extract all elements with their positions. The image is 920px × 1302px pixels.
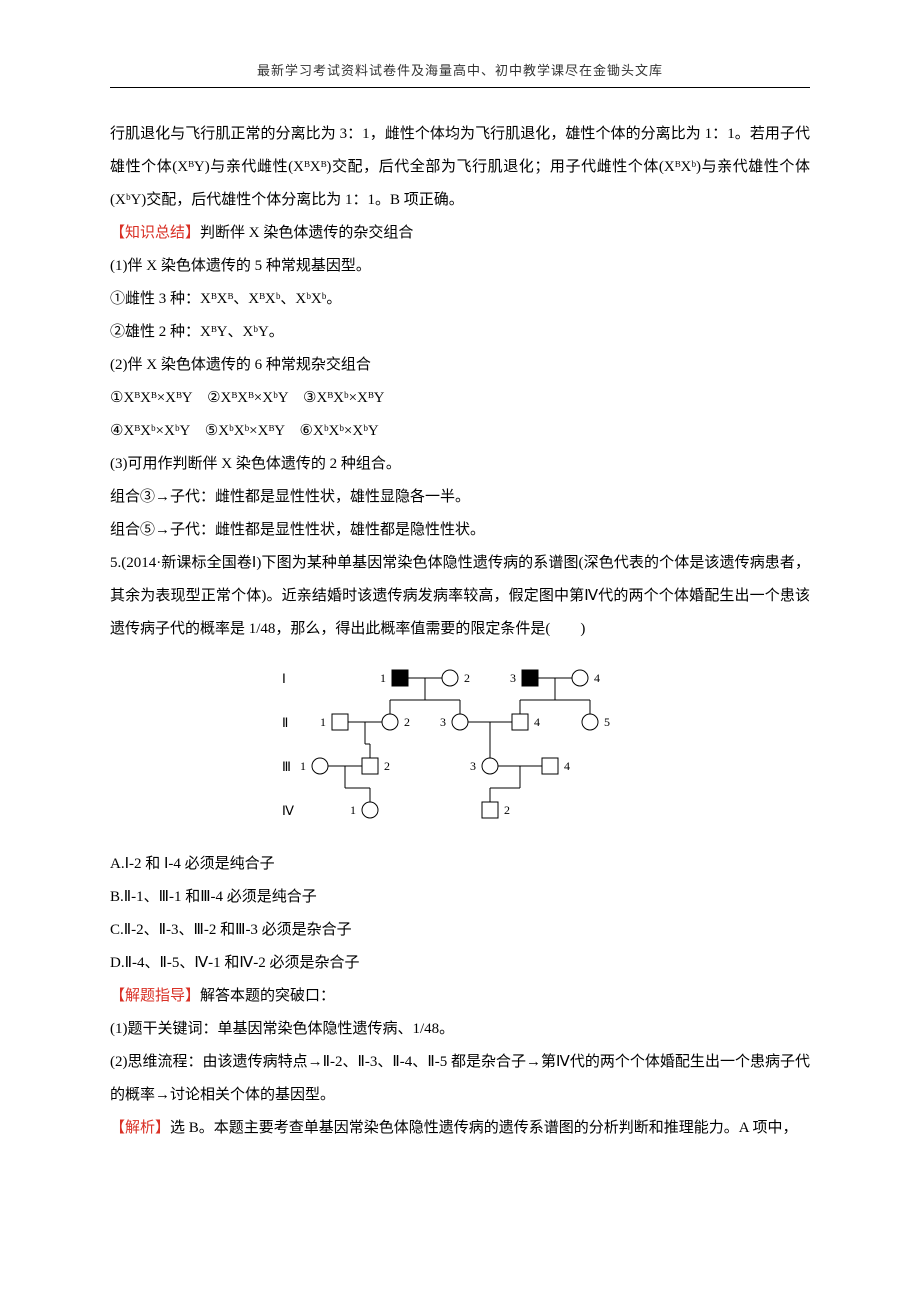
- svg-text:2: 2: [464, 671, 470, 685]
- option-d: D.Ⅱ-4、Ⅱ-5、Ⅳ-1 和Ⅳ-2 必须是杂合子: [110, 947, 810, 980]
- pedigree-diagram: Ⅰ Ⅱ Ⅲ Ⅳ 1 2 3 4 1 2 3 4 5 1 2 3 4 1 2: [110, 660, 810, 830]
- svg-text:1: 1: [320, 715, 326, 729]
- paragraph: ②雄性 2 种：XᴮY、XᵇY。: [110, 316, 810, 349]
- paragraph: (1)题干关键词：单基因常染色体隐性遗传病、1/48。: [110, 1013, 810, 1046]
- svg-text:1: 1: [380, 671, 386, 685]
- svg-text:3: 3: [470, 759, 476, 773]
- option-c: C.Ⅱ-2、Ⅱ-3、Ⅲ-2 和Ⅲ-3 必须是杂合子: [110, 914, 810, 947]
- svg-text:4: 4: [534, 715, 540, 729]
- red-label: 【知识总结】: [110, 225, 200, 241]
- svg-text:2: 2: [404, 715, 410, 729]
- svg-text:3: 3: [510, 671, 516, 685]
- paragraph: (3)可用作判断伴 X 染色体遗传的 2 种组合。: [110, 448, 810, 481]
- paragraph: 行肌退化与飞行肌正常的分离比为 3：1，雌性个体均为飞行肌退化，雄性个体的分离比…: [110, 118, 810, 217]
- svg-text:Ⅰ: Ⅰ: [282, 671, 286, 686]
- svg-text:4: 4: [594, 671, 600, 685]
- svg-text:4: 4: [564, 759, 570, 773]
- paragraph: ①雌性 3 种：XᴮXᴮ、XᴮXᵇ、XᵇXᵇ。: [110, 283, 810, 316]
- svg-text:1: 1: [300, 759, 306, 773]
- svg-text:2: 2: [504, 803, 510, 817]
- text: 解答本题的突破口：: [200, 988, 335, 1004]
- paragraph: 组合③→子代：雌性都是显性性状，雄性显隐各一半。: [110, 481, 810, 514]
- page-header: 最新学习考试资料试卷件及海量高中、初中教学课尽在金锄头文库: [110, 60, 810, 88]
- svg-text:2: 2: [384, 759, 390, 773]
- pedigree-svg: Ⅰ Ⅱ Ⅲ Ⅳ 1 2 3 4 1 2 3 4 5 1 2 3 4 1 2: [260, 660, 660, 830]
- page: 最新学习考试资料试卷件及海量高中、初中教学课尽在金锄头文库 行肌退化与飞行肌正常…: [0, 0, 920, 1302]
- svg-text:Ⅱ: Ⅱ: [282, 715, 288, 730]
- question-5: 5.(2014·新课标全国卷Ⅰ)下图为某种单基因常染色体隐性遗传病的系谱图(深色…: [110, 547, 810, 646]
- paragraph: (2)思维流程：由该遗传病特点→Ⅱ-2、Ⅱ-3、Ⅱ-4、Ⅱ-5 都是杂合子→第Ⅳ…: [110, 1046, 810, 1112]
- paragraph: 组合⑤→子代：雌性都是显性性状，雄性都是隐性性状。: [110, 514, 810, 547]
- paragraph: ④XᴮXᵇ×XᵇY ⑤XᵇXᵇ×XᴮY ⑥XᵇXᵇ×XᵇY: [110, 415, 810, 448]
- paragraph: ①XᴮXᴮ×XᴮY ②XᴮXᴮ×XᵇY ③XᴮXᵇ×XᴮY: [110, 382, 810, 415]
- option-b: B.Ⅱ-1、Ⅲ-1 和Ⅲ-4 必须是纯合子: [110, 881, 810, 914]
- text: 判断伴 X 染色体遗传的杂交组合: [200, 225, 413, 241]
- red-label: 【解析】: [110, 1120, 170, 1136]
- red-label: 【解题指导】: [110, 988, 200, 1004]
- svg-text:Ⅲ: Ⅲ: [282, 759, 291, 774]
- svg-text:Ⅳ: Ⅳ: [282, 803, 294, 818]
- paragraph: (2)伴 X 染色体遗传的 6 种常规杂交组合: [110, 349, 810, 382]
- svg-text:3: 3: [440, 715, 446, 729]
- knowledge-summary-heading: 【知识总结】判断伴 X 染色体遗传的杂交组合: [110, 217, 810, 250]
- svg-text:1: 1: [350, 803, 356, 817]
- analysis-heading: 【解析】选 B。本题主要考查单基因常染色体隐性遗传病的遗传系谱图的分析判断和推理…: [110, 1112, 810, 1145]
- svg-text:5: 5: [604, 715, 610, 729]
- solution-guide-heading: 【解题指导】解答本题的突破口：: [110, 980, 810, 1013]
- text: 选 B。本题主要考查单基因常染色体隐性遗传病的遗传系谱图的分析判断和推理能力。A…: [170, 1120, 798, 1136]
- option-a: A.Ⅰ-2 和 Ⅰ-4 必须是纯合子: [110, 848, 810, 881]
- paragraph: (1)伴 X 染色体遗传的 5 种常规基因型。: [110, 250, 810, 283]
